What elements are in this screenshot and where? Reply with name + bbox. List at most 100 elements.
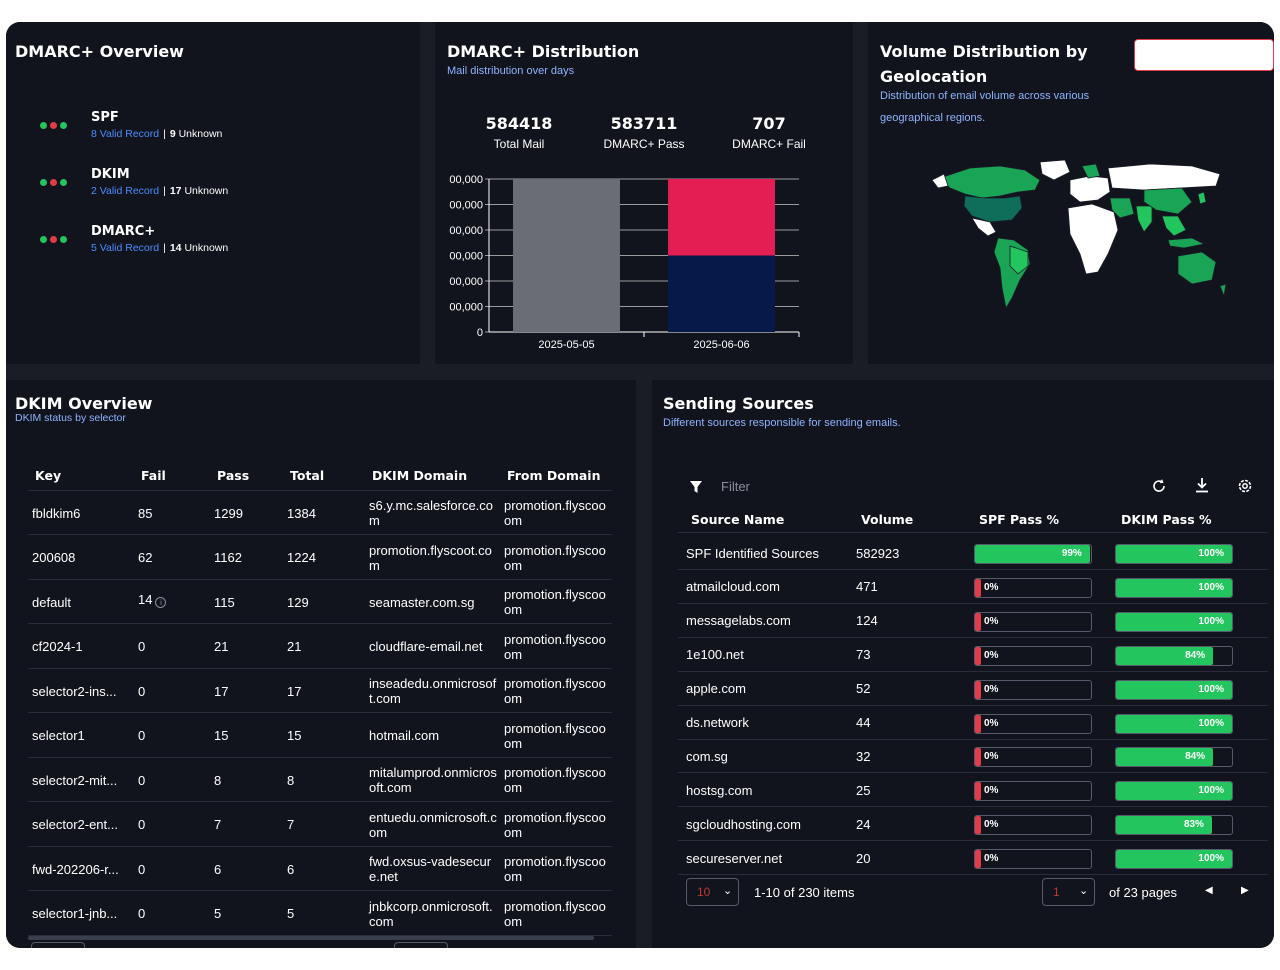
table-row[interactable]: hostsg.com 25 0% 100% [678, 773, 1268, 808]
overview-item-dkim[interactable]: DKIM 2 Valid Record | 17 Unknown [40, 167, 420, 207]
cell-text: 0 [138, 639, 146, 654]
column-header-volume[interactable]: Volume [861, 512, 914, 527]
overview-item-spf[interactable]: SPF 8 Valid Record | 9 Unknown [40, 110, 420, 150]
cell-text: promotion.flyscoo om [504, 720, 606, 751]
spf-pass-fill [975, 850, 981, 869]
table-row[interactable]: cf2024-1 0 21 21 cloudflare-email.net promoti… [28, 625, 612, 669]
table-row[interactable]: SPF Identified Sources 582923 99% 100% [678, 536, 1268, 570]
table-row[interactable]: com.sg 32 0% 84% [678, 739, 1268, 774]
column-header-total[interactable]: Total [290, 468, 325, 483]
y-tick-label: 00,000 [449, 225, 483, 237]
dkim-overview-panel: DKIM Overview DKIM status by selector Ke… [6, 380, 636, 948]
spf-pass-label: 0% [984, 751, 999, 763]
column-header-dkim-pass-[interactable]: DKIM Pass % [1121, 512, 1212, 527]
spf-pass-fill [975, 680, 981, 699]
cell-fail: 0 [138, 714, 208, 758]
column-header-key[interactable]: Key [35, 468, 62, 483]
cell-text: selector2-mit... [32, 772, 118, 788]
table-row[interactable]: selector2-ent... 0 7 7 entuedu.onmicrosoft.c… [28, 803, 612, 847]
valid-record-link[interactable]: 5 Valid Record [91, 242, 160, 254]
cell-pass: 1299 [214, 491, 284, 535]
cell-from-domain: promotion.flyscoo om [504, 714, 616, 758]
cell-from-domain: promotion.flyscoo om [504, 536, 616, 580]
overview-item-meta: 5 Valid Record | 14 Unknown [91, 242, 228, 254]
page-size-select[interactable]: 10 ⌄ [686, 878, 739, 906]
filter-icon[interactable] [689, 480, 703, 494]
column-header-from-domain[interactable]: From Domain [507, 468, 601, 483]
page-select[interactable] [394, 942, 448, 948]
cell-text: 129 [287, 594, 309, 610]
overview-item-dmarc[interactable]: DMARC+ 5 Valid Record | 14 Unknown [40, 224, 420, 264]
y-tick-label: 0 [477, 327, 483, 339]
table-row[interactable]: selector2-ins... 0 17 17 inseadedu.onmicroso… [28, 669, 612, 713]
table-row[interactable]: secureserver.net 20 0% 100% [678, 841, 1268, 876]
refresh-icon[interactable] [1150, 477, 1168, 495]
table-row[interactable]: 1e100.net 73 0% 84% [678, 638, 1268, 672]
table-row[interactable]: atmailcloud.com 471 0% 100% [678, 570, 1268, 604]
valid-record-link[interactable]: 2 Valid Record [91, 185, 160, 197]
cell-text: fwd-202206-r... [32, 861, 119, 877]
geolocation-panel: Volume Distribution by Geolocation Distr… [868, 22, 1274, 364]
column-header-spf-pass-[interactable]: SPF Pass % [979, 512, 1060, 527]
page-size-select[interactable] [31, 942, 85, 948]
table-row[interactable]: default 14 i 115 129 seamaster.com.sg promotio… [28, 580, 612, 624]
table-row[interactable]: 200608 62 1162 1224 promotion.flyscoot.com pr… [28, 536, 612, 580]
valid-record-link[interactable]: 8 Valid Record [91, 128, 160, 140]
header-divider [28, 490, 612, 491]
table-row[interactable]: fwd-202206-r... 0 6 6 fwd.oxsus-vadesecure.n… [28, 847, 612, 891]
cell-total: 21 [287, 625, 365, 669]
column-header-pass[interactable]: Pass [217, 468, 250, 483]
prev-page-icon[interactable]: ◀ [1205, 885, 1213, 896]
bar-0-0[interactable] [513, 179, 620, 332]
region-select[interactable] [1134, 39, 1274, 71]
map-region-greenland [1039, 159, 1071, 181]
stat-dmarc-fail: 707 DMARC+ Fail [704, 114, 834, 151]
source-volume: 24 [856, 816, 871, 832]
spf-pass-label: 0% [984, 581, 999, 593]
source-name: SPF Identified Sources [686, 545, 819, 561]
panel-subtitle: Mail distribution over days [447, 65, 575, 77]
column-header-dkim-domain[interactable]: DKIM Domain [372, 468, 468, 483]
table-scrollbar[interactable] [28, 936, 594, 940]
table-row[interactable]: sgcloudhosting.com 24 0% 83% [678, 807, 1268, 842]
table-row[interactable]: selector1-jnb... 0 5 5 jnbkcorp.onmicrosoft.… [28, 892, 612, 936]
table-row[interactable]: ds.network 44 0% 100% [678, 706, 1268, 740]
info-icon[interactable]: i [155, 596, 167, 608]
column-header-source-name[interactable]: Source Name [691, 512, 785, 527]
download-icon[interactable] [1193, 476, 1211, 494]
unknown-count: 14 Unknown [170, 242, 228, 254]
table-row[interactable]: selector1 0 15 15 hotmail.com promotion.flysc… [28, 714, 612, 758]
world-map[interactable] [930, 158, 1230, 318]
filter-input[interactable]: Filter [721, 479, 750, 494]
spf-pass-fill [975, 646, 981, 665]
table-row[interactable]: selector2-mit... 0 8 8 mitalumprod.onmicroso… [28, 758, 612, 802]
source-volume: 124 [856, 613, 878, 629]
cell-text: 0 [138, 772, 146, 788]
bar-1-2[interactable] [668, 179, 775, 256]
panel-title-line-1: Volume Distribution by [880, 42, 1088, 61]
unknown-count-value: 17 [169, 185, 182, 197]
column-header-fail[interactable]: Fail [141, 468, 166, 483]
unknown-count-value: 9 [169, 128, 176, 140]
cell-fail: 0 [138, 803, 208, 847]
table-row[interactable]: fbldkim6 85 1299 1384 s6.y.mc.salesforce.com… [28, 491, 612, 535]
map-region-scandinavia [1081, 163, 1101, 179]
dashboard-frame: DMARC+ Overview SPF 8 Valid Record | 9 Unkn… [6, 22, 1274, 948]
status-dot [50, 179, 57, 186]
settings-icon[interactable] [1236, 477, 1254, 495]
bar-1-1[interactable] [668, 255, 775, 333]
cell-text: promotion.flyscoo om [504, 809, 606, 840]
spf-pass-label: 0% [984, 615, 999, 627]
cell-text: fwd.oxsus-vadesecure.net [369, 854, 492, 884]
dmarc-overview-panel: DMARC+ Overview SPF 8 Valid Record | 9 Unkn… [6, 22, 420, 364]
table-row[interactable]: apple.com 52 0% 100% [678, 672, 1268, 706]
cell-text: 8 [287, 772, 295, 788]
map-region-mexico [971, 217, 997, 237]
next-page-icon[interactable]: ▶ [1241, 885, 1249, 896]
source-name: com.sg [686, 748, 728, 764]
distribution-bar-chart: 0 00,000 00,000 00,000 00,000 00,000 00,000 202… [449, 174, 800, 351]
source-name: ds.network [686, 715, 749, 730]
page-select[interactable]: 1 ⌄ [1042, 878, 1095, 906]
cell-text: 7 [287, 817, 295, 832]
table-row[interactable]: messagelabs.com 124 0% 100% [678, 604, 1268, 638]
